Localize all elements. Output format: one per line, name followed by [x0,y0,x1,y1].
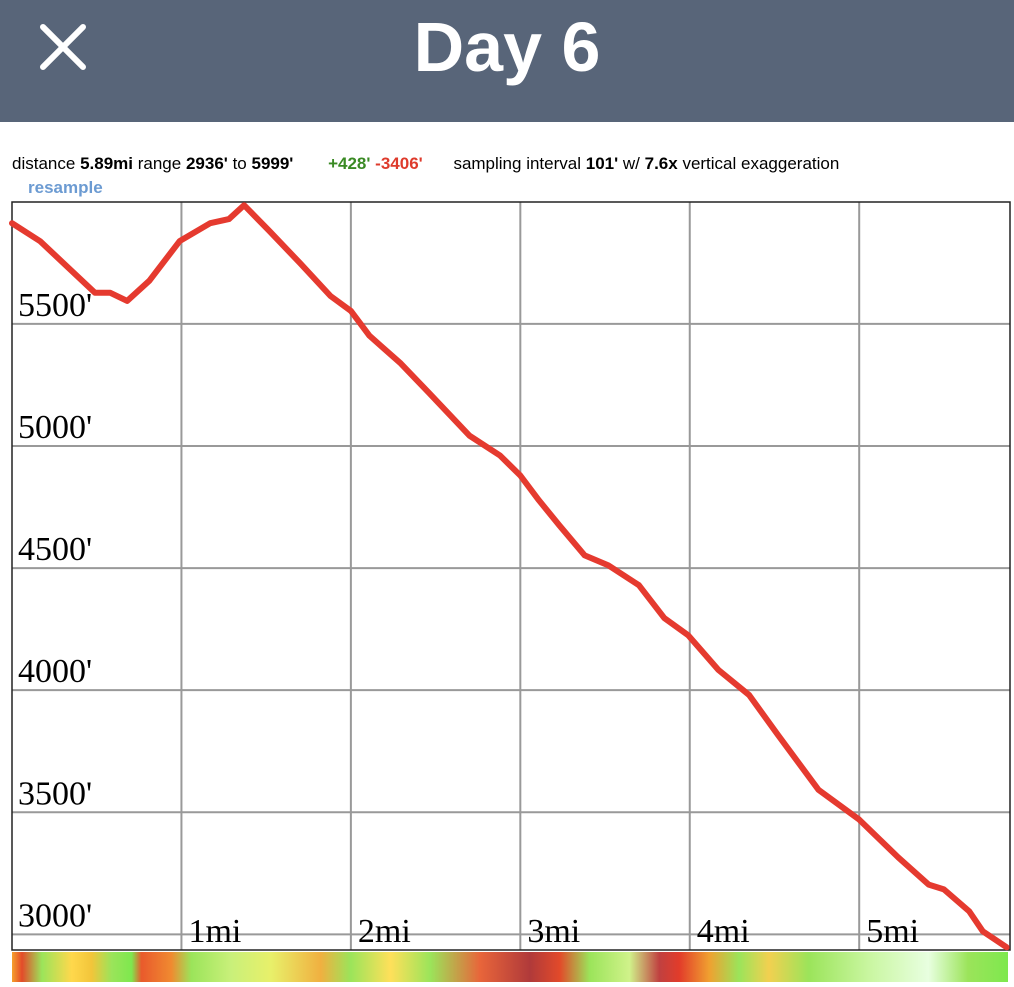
header-bar: Day 6 [0,0,1014,122]
close-button[interactable] [38,22,88,72]
label: range [137,154,182,173]
y-tick-label: 5500' [18,287,92,324]
label: w/ [622,154,640,173]
plot-frame [11,201,1011,951]
value: 5999' [251,154,294,173]
value: 101' [585,154,619,173]
x-tick-label: 1mi [188,913,241,950]
label: vertical exaggeration [682,154,840,173]
label: sampling interval [453,154,581,173]
x-tick-label: 4mi [697,913,750,950]
title: Day 6 [413,8,601,86]
slope-strip [12,952,1008,982]
loss: -3406' [375,154,423,173]
value: 5.89mi [80,154,133,173]
x-tick-label: 2mi [358,913,411,950]
y-tick-label: 5000' [18,409,92,446]
x-tick-label: 5mi [866,913,919,950]
resample-link[interactable]: resample [28,178,103,197]
label: distance [12,154,76,173]
label: to [232,154,247,173]
y-tick-label: 3500' [18,775,92,812]
y-tick-label: 4500' [18,531,92,568]
value: 2936' [185,154,228,173]
y-tick-label: 3000' [18,897,92,934]
elevation-chart: 3000' 3500' 4000' 4500' 5000' 5500' 1mi 2mi 3mi 4… [9,201,1011,951]
info-text: distance 5.89mi range 2936' to 5999' +42… [12,152,862,200]
value: 7.6x [644,154,678,173]
gain: +428' [328,154,371,173]
y-tick-label: 4000' [18,653,92,690]
elevation-line [9,202,1010,951]
x-tick-label: 3mi [527,913,580,950]
